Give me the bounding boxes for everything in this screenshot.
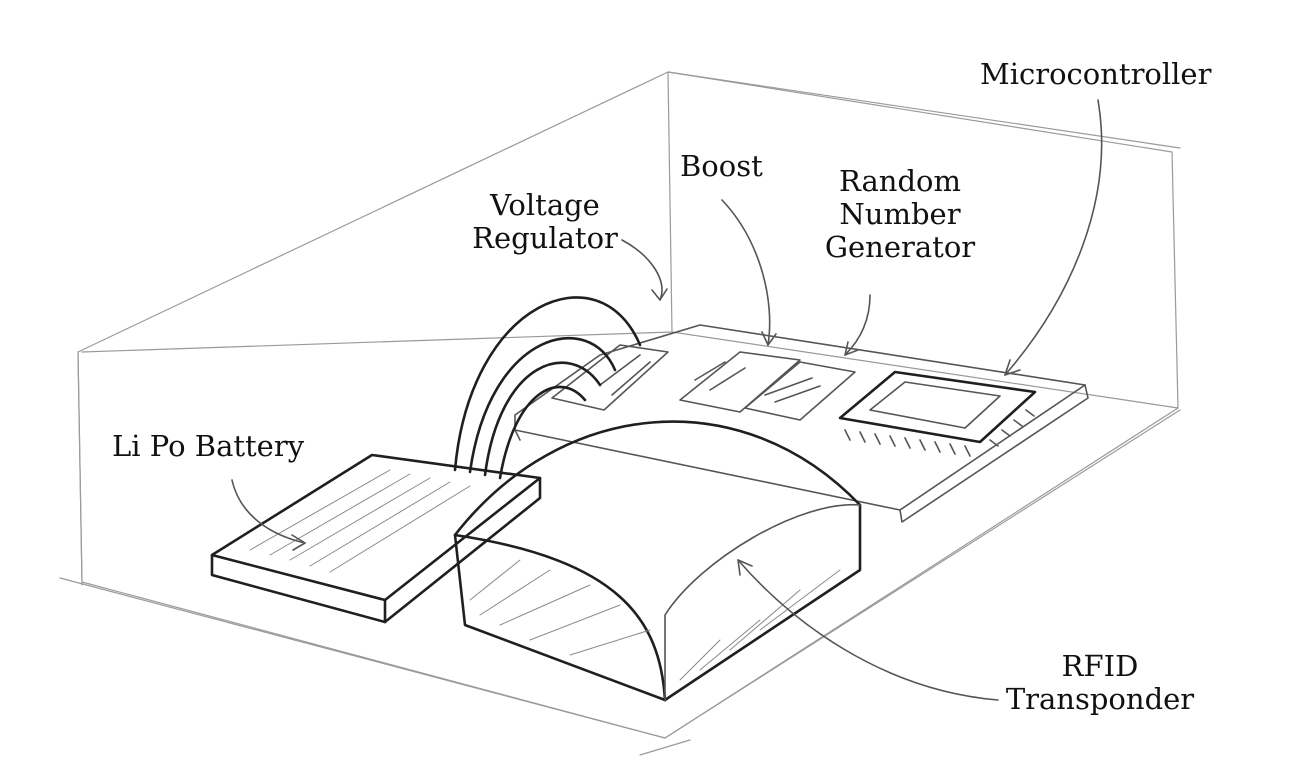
arrow-rng — [844, 294, 871, 356]
arrow-rfid — [737, 559, 999, 701]
arrow-boost — [721, 199, 771, 346]
label-microcontroller: Microcontroller — [980, 57, 1212, 91]
arrow-voltage-regulator — [621, 239, 663, 301]
pointer-arrows — [231, 99, 1103, 701]
boost-chip — [679, 351, 801, 413]
lipo-battery — [210, 453, 542, 624]
label-random-number-generator: Random Number Generator — [824, 164, 976, 264]
label-boost: Boost — [680, 149, 763, 183]
arrow-battery — [231, 479, 306, 544]
arrow-microcontroller — [1004, 99, 1103, 376]
battery-wires — [453, 296, 642, 480]
label-rfid-transponder: RFID Transponder — [1005, 649, 1195, 716]
microcontroller-chip — [838, 370, 1037, 457]
enclosure-box — [59, 71, 1181, 756]
rfid-transponder — [453, 420, 862, 702]
label-voltage-regulator: Voltage Regulator — [472, 188, 618, 255]
rng-chip — [744, 361, 856, 421]
label-battery: Li Po Battery — [112, 429, 305, 463]
voltage-regulator-chip — [551, 344, 669, 411]
circuit-board — [514, 324, 1089, 523]
